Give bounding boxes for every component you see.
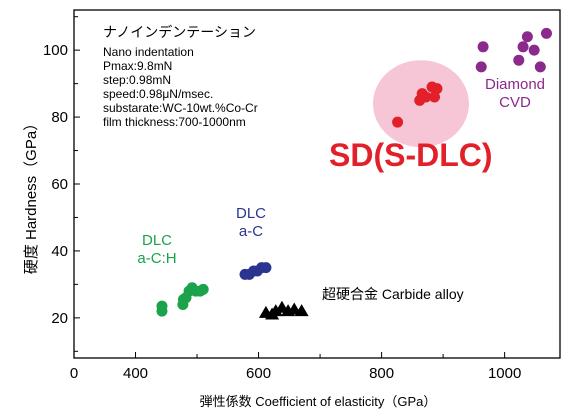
- y-tick-label: 40: [51, 243, 68, 260]
- info-line: speed:0.98μN/msec.: [103, 87, 213, 101]
- x-tick-label: 600: [246, 365, 271, 382]
- series-label: DLC: [236, 205, 266, 222]
- axes: 0 400 600 800 1000 20 40 60 80 100: [43, 16, 521, 382]
- series-label: a-C: [239, 223, 263, 240]
- data-point: [521, 31, 533, 43]
- series-label: a-C:H: [137, 250, 176, 267]
- series-label: DLC: [142, 232, 172, 249]
- data-point-triangle: [268, 304, 283, 317]
- data-point: [420, 91, 432, 103]
- data-point: [475, 61, 487, 73]
- y-tick-label: 60: [51, 176, 68, 193]
- series-label: 超硬合金 Carbide alloy: [322, 286, 464, 302]
- data-point: [431, 83, 443, 95]
- x-tick-label: 800: [369, 365, 394, 382]
- info-box: ナノインデンテーション Nano indentation Pmax:9.8mN …: [103, 24, 258, 129]
- data-point: [156, 300, 168, 312]
- series-label: CVD: [499, 94, 531, 111]
- y-tick-label: 80: [51, 109, 68, 126]
- data-point: [540, 27, 552, 39]
- data-point: [513, 54, 525, 66]
- y-axis-label: 硬度 Hardness（GPa）: [23, 116, 40, 274]
- data-point: [528, 44, 540, 56]
- data-point-triangle: [294, 304, 309, 317]
- info-line: film thickness:700-1000nm: [103, 115, 246, 129]
- series-label: SD(S-DLC): [329, 137, 493, 173]
- x-axis-label: 弾性係数 Coefficient of elasticity（GPa）: [200, 394, 437, 409]
- data-point: [477, 41, 489, 53]
- data-points: [156, 27, 552, 320]
- y-tick-label: 20: [51, 310, 68, 327]
- x-tick-label: 1000: [488, 365, 521, 382]
- y-tick-label: 100: [43, 42, 68, 59]
- info-line: step:0.98mN: [103, 73, 171, 87]
- data-point: [517, 41, 529, 53]
- info-line: Pmax:9.8mN: [103, 59, 172, 73]
- series-label: Diamond: [485, 76, 545, 93]
- info-line: Nano indentation: [103, 45, 194, 59]
- info-title: ナノインデンテーション: [103, 24, 256, 40]
- info-line: substarate:WC-10wt.%Co-Cr: [103, 101, 258, 115]
- x-tick-label: 400: [123, 365, 148, 382]
- x-tick-label: 0: [70, 365, 78, 382]
- data-point: [534, 61, 546, 73]
- data-point: [197, 283, 209, 295]
- data-point: [260, 262, 272, 274]
- data-point: [429, 91, 441, 103]
- data-point: [392, 116, 404, 128]
